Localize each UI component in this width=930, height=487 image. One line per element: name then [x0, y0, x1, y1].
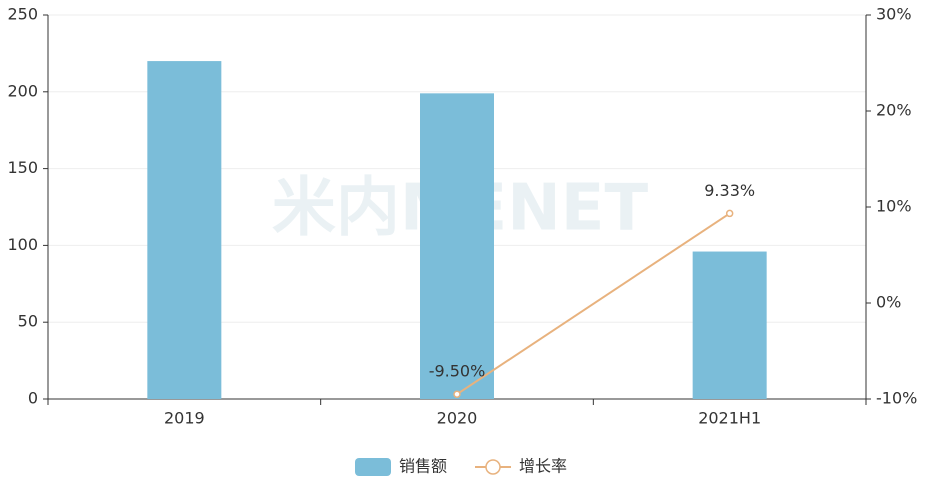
bar: [420, 93, 494, 399]
x-tick-label: 2020: [437, 409, 478, 428]
bar: [147, 61, 222, 400]
legend-swatch: [355, 458, 391, 476]
legend-label: 销售额: [399, 457, 447, 476]
data-label: 9.33%: [704, 181, 755, 200]
legend-swatch: [485, 459, 501, 475]
line-point: [725, 209, 734, 218]
y2-tick-label: 10%: [876, 197, 912, 216]
bar: [692, 251, 767, 399]
x-tick-label: 2019: [164, 409, 205, 428]
line: [456, 212, 731, 396]
y2-tick-label: 20%: [876, 101, 912, 120]
y2-tick-label: 30%: [876, 5, 912, 24]
data-label: -9.50%: [429, 362, 486, 381]
y-tick-label: 100: [7, 235, 38, 254]
y-tick-label: 250: [7, 5, 38, 24]
y-tick-label: 0: [28, 389, 38, 408]
x-tick-label: 2021H1: [698, 409, 761, 428]
y2-tick-label: -10%: [876, 389, 917, 408]
line-point: [453, 390, 461, 398]
y-tick-label: 150: [7, 158, 38, 177]
legend-label: 增长率: [519, 457, 567, 476]
y-tick-label: 50: [18, 312, 38, 331]
y2-tick-label: 0%: [876, 293, 901, 312]
y-tick-label: 200: [7, 81, 38, 100]
